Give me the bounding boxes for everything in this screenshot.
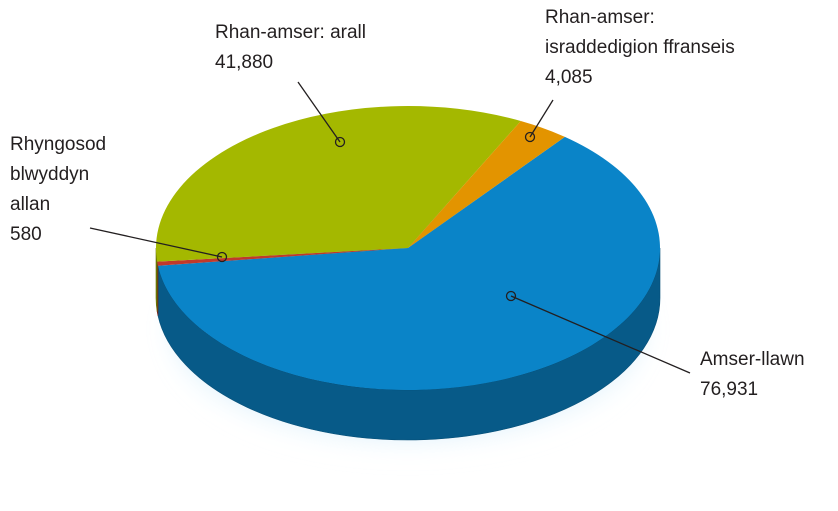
slice-value: 4,085 [545, 67, 593, 88]
slice-label: Amser-llawn 76,931 [700, 345, 805, 405]
slice-label: Rhan-amser: arall 41,880 [215, 18, 366, 78]
leader-line [529, 99, 554, 138]
slice-value: 76,931 [700, 379, 759, 400]
slice [157, 136, 660, 390]
slice-value: 580 [10, 224, 42, 245]
leader-dot [505, 290, 517, 302]
slice [408, 121, 565, 248]
slice-name: Rhan-amser: israddedigion ffranseis [545, 7, 735, 58]
leaders [89, 81, 691, 374]
leader-dot [334, 136, 346, 148]
leader-dot [524, 131, 536, 143]
leader-line [89, 227, 223, 258]
slice-name: Rhyngosod blwyddyn allan [10, 134, 107, 215]
slice-name: Amser-llawn [700, 349, 805, 370]
slice-name: Rhan-amser: arall [215, 22, 366, 43]
leader-line [297, 81, 341, 143]
slice-value: 41,880 [215, 52, 274, 73]
leader-line [510, 295, 691, 374]
slice [156, 105, 521, 262]
pie-tops [156, 105, 660, 390]
slice-label: Rhan-amser: israddedigion ffranseis 4,085 [545, 3, 735, 93]
slice-label: Rhyngosod blwyddyn allan 580 [10, 130, 106, 250]
leader-dot [216, 251, 228, 263]
